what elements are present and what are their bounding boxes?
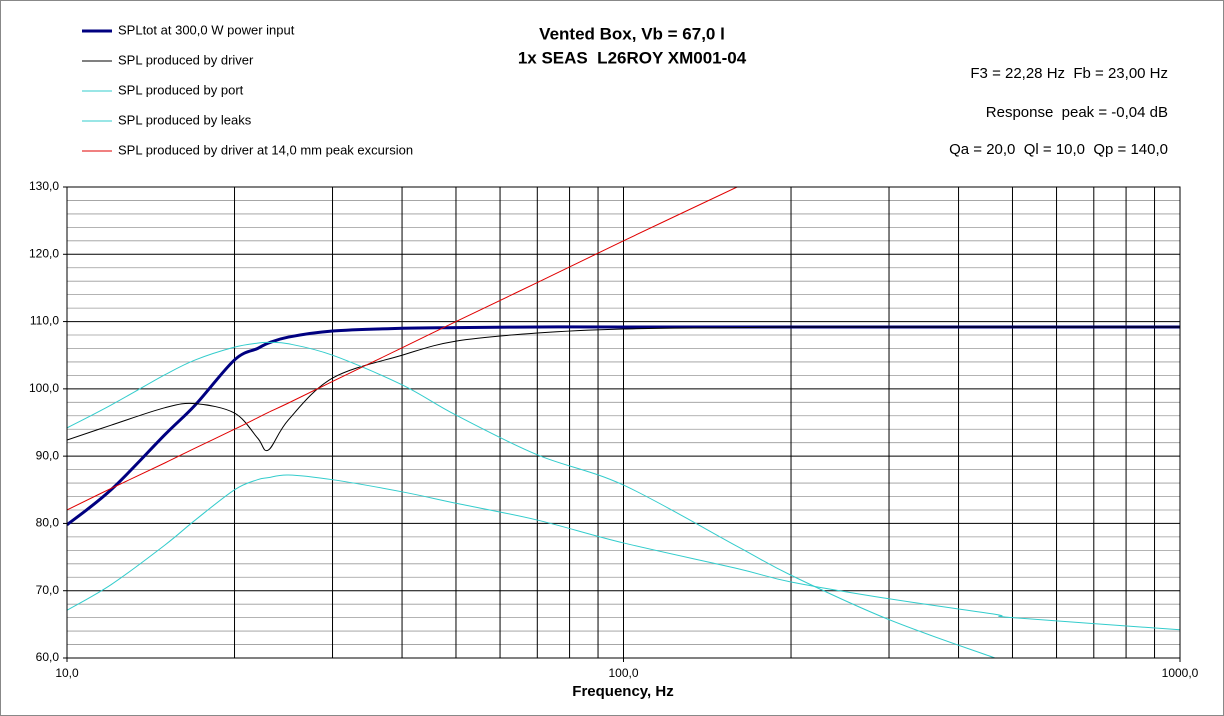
legend-label: SPL produced by leaks: [118, 112, 252, 127]
x-axis-label: Frequency, Hz: [572, 683, 673, 700]
legend-label: SPL produced by port: [118, 82, 244, 97]
x-tick-label: 1000,0: [1162, 666, 1199, 680]
annotation: F3 = 22,28 Hz Fb = 23,00 Hz: [970, 65, 1168, 82]
chart-title: Vented Box, Vb = 67,0 l: [539, 24, 725, 43]
y-tick-label: 110,0: [30, 314, 59, 328]
grid: [63, 186, 1181, 662]
legend-label: SPL produced by driver at 14,0 mm peak e…: [118, 142, 413, 157]
y-tick-label: 60,0: [36, 650, 60, 664]
series-line: [67, 326, 1180, 452]
annotation: Response peak = -0,04 dB: [986, 104, 1168, 121]
annotation: Qa = 20,0 Ql = 10,0 Qp = 140,0: [949, 141, 1168, 158]
y-tick-label: 80,0: [36, 516, 60, 530]
plot-frame: [66, 186, 1181, 659]
y-tick-label: 90,0: [36, 448, 60, 462]
plot-lines: [67, 187, 1180, 658]
legend-label: SPL produced by driver: [118, 52, 254, 67]
series-line: [67, 187, 738, 511]
x-tick-label: 10,0: [55, 666, 79, 680]
series-line: [67, 474, 1180, 631]
x-tick-label: 100,0: [608, 666, 638, 680]
legend-label: SPLtot at 300,0 W power input: [118, 22, 295, 37]
series-line: [67, 341, 996, 658]
legend: SPLtot at 300,0 W power input SPL produce…: [82, 22, 413, 157]
chart-title: 1x SEAS L26ROY XM001-04: [518, 48, 747, 67]
y-tick-label: 70,0: [36, 583, 60, 597]
y-tick-label: 120,0: [29, 246, 59, 260]
y-tick-label: 100,0: [29, 381, 59, 395]
y-tick-label: 130,0: [29, 179, 59, 193]
